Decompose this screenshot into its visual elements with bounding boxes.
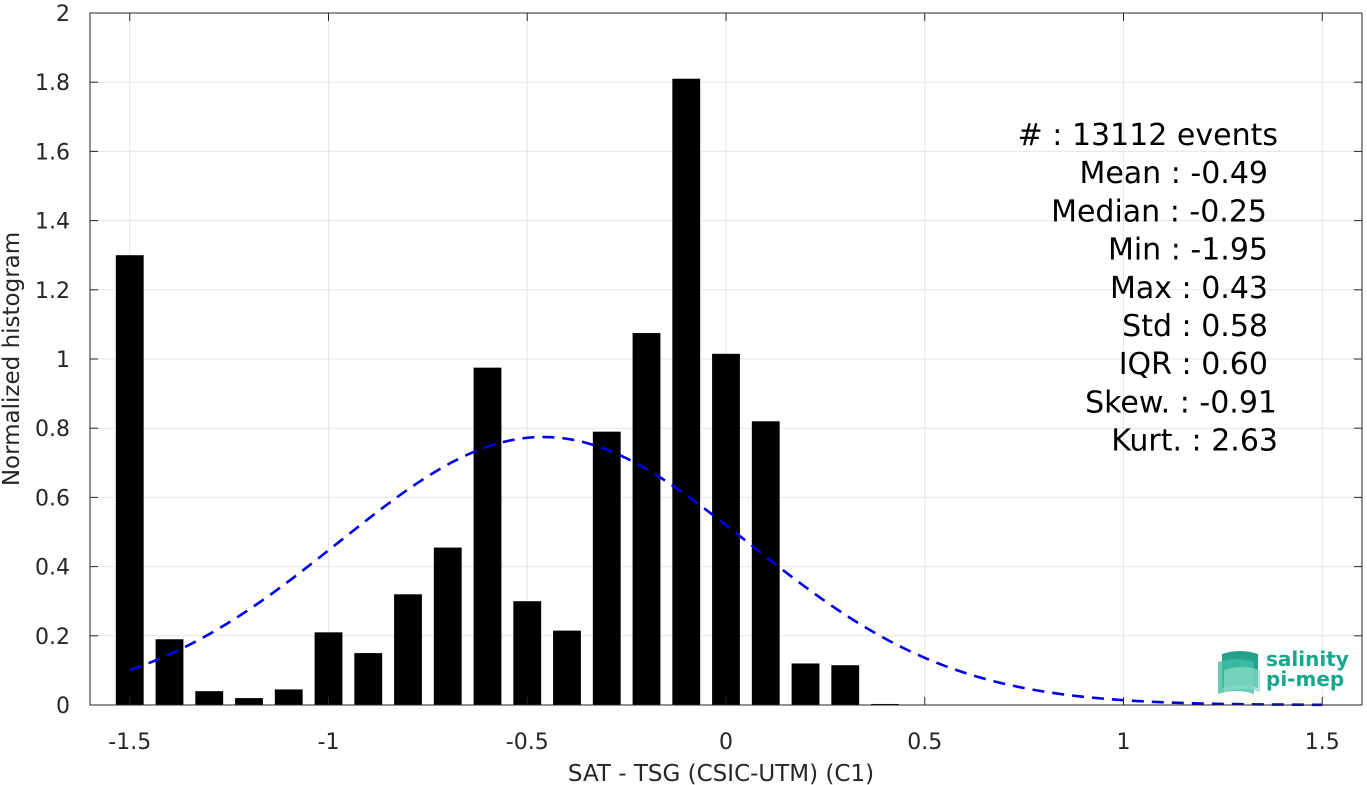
stats-line: IQR : 0.60 bbox=[1119, 347, 1268, 382]
histogram-bar bbox=[115, 255, 144, 705]
y-axis-label: Normalized histogram bbox=[0, 232, 25, 486]
histogram-bar bbox=[791, 663, 820, 705]
x-tick-label: 1 bbox=[1117, 730, 1131, 755]
stats-line: Skew. : -0.91 bbox=[1085, 385, 1277, 420]
x-tick-label: 1.5 bbox=[1305, 730, 1340, 755]
y-tick-label: 0.2 bbox=[35, 625, 70, 650]
histogram-bar bbox=[592, 431, 621, 705]
y-tick-label: 1.2 bbox=[35, 279, 70, 304]
salinity-pi-mep-logo: salinity pi-mep bbox=[1218, 647, 1349, 694]
y-tick-label: 1.8 bbox=[35, 71, 70, 96]
stats-line: Kurt. : 2.63 bbox=[1111, 424, 1278, 459]
logo-waves-icon bbox=[1218, 651, 1260, 694]
y-tick-label: 0.4 bbox=[35, 556, 70, 581]
stats-line: Min : -1.95 bbox=[1108, 233, 1268, 268]
histogram-bar bbox=[712, 353, 740, 705]
histogram-bar bbox=[195, 691, 224, 705]
y-tick-label: 1.6 bbox=[35, 140, 70, 165]
histogram-bar bbox=[394, 594, 422, 705]
x-tick-label: -0.5 bbox=[506, 730, 549, 755]
x-tick-label: -1.5 bbox=[108, 730, 151, 755]
x-axis-label: SAT - TSG (CSIC-UTM) (C1) bbox=[568, 761, 874, 785]
histogram-bar bbox=[632, 333, 661, 705]
logo-line2: pi-mep bbox=[1266, 667, 1344, 691]
y-tick-label: 0.8 bbox=[35, 417, 70, 442]
y-tick-label: 2 bbox=[56, 2, 70, 27]
histogram-bar bbox=[433, 547, 462, 705]
histogram-bars bbox=[115, 78, 899, 706]
histogram-bar bbox=[155, 639, 184, 705]
x-axis-ticks: -1.5 -1 -0.5 0 0.5 1 1.5 bbox=[108, 13, 1340, 755]
histogram-bar bbox=[274, 689, 303, 705]
stats-line: Std : 0.58 bbox=[1122, 309, 1268, 344]
histogram-bar bbox=[314, 632, 343, 705]
stats-line: Max : 0.43 bbox=[1110, 271, 1268, 306]
histogram-bar bbox=[831, 665, 860, 705]
histogram-bar bbox=[553, 630, 581, 705]
histogram-bar bbox=[871, 703, 899, 705]
histogram-bar bbox=[513, 601, 542, 705]
x-tick-label: 0 bbox=[719, 730, 733, 755]
x-tick-label: 0.5 bbox=[907, 730, 942, 755]
y-tick-label: 1.4 bbox=[35, 210, 70, 235]
histogram-bar bbox=[235, 698, 263, 705]
y-axis-ticks: 0 0.2 0.4 0.6 0.8 1 1.2 1.4 1.6 1.8 2 bbox=[35, 2, 1362, 719]
histogram-bar bbox=[354, 653, 383, 705]
x-tick-label: -1 bbox=[318, 730, 340, 755]
logo-line1: salinity bbox=[1266, 647, 1349, 671]
stats-line: Median : -0.25 bbox=[1051, 194, 1267, 229]
histogram-bar bbox=[672, 78, 701, 706]
y-tick-label: 0.6 bbox=[35, 486, 70, 511]
histogram-bar bbox=[473, 367, 502, 705]
y-tick-label: 1 bbox=[56, 348, 70, 373]
stats-line: # : 13112 events bbox=[1018, 118, 1278, 153]
stats-line: Mean : -0.49 bbox=[1079, 156, 1268, 191]
y-tick-label: 0 bbox=[56, 694, 70, 719]
